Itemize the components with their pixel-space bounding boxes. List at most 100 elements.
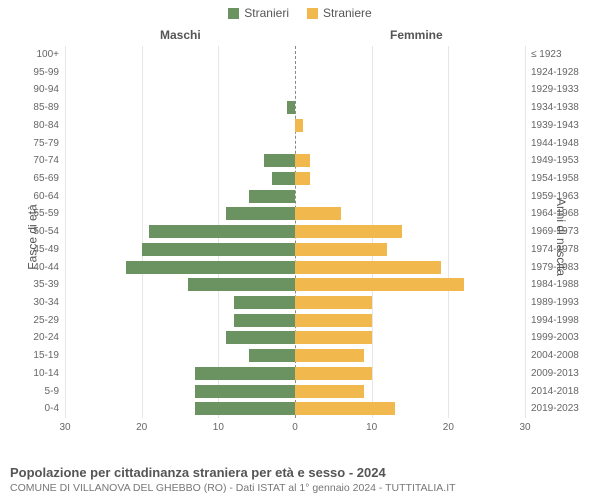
age-label: 20-24: [33, 329, 59, 347]
x-tick: 10: [213, 422, 224, 433]
birth-year-label: 1984-1988: [531, 276, 579, 294]
legend-item-female: Straniere: [307, 6, 372, 20]
birth-year-label: 1964-1968: [531, 205, 579, 223]
bar-female: [295, 172, 310, 185]
bar-female: [295, 331, 372, 344]
age-label: 10-14: [33, 365, 59, 383]
x-tick: 30: [59, 422, 70, 433]
bar-male: [195, 367, 295, 380]
birth-year-label: 1999-2003: [531, 329, 579, 347]
pyramid-row: 50-541969-1973: [65, 223, 525, 241]
pyramid-row: 30-341989-1993: [65, 294, 525, 312]
bar-male: [287, 101, 295, 114]
age-label: 45-49: [33, 241, 59, 259]
swatch-male: [228, 8, 239, 19]
age-label: 30-34: [33, 294, 59, 312]
bar-male: [272, 172, 295, 185]
bar-female: [295, 367, 372, 380]
age-label: 80-84: [33, 117, 59, 135]
age-label: 25-29: [33, 312, 59, 330]
pyramid-row: 20-241999-2003: [65, 329, 525, 347]
grid-line: [525, 46, 526, 418]
pyramid-row: 100+≤ 1923: [65, 46, 525, 64]
birth-year-label: 1929-1933: [531, 81, 579, 99]
pyramid-row: 80-841939-1943: [65, 117, 525, 135]
bar-female: [295, 385, 364, 398]
bar-male: [149, 225, 295, 238]
birth-year-label: ≤ 1923: [531, 46, 562, 64]
bar-male: [126, 261, 295, 274]
column-title-male: Maschi: [160, 28, 201, 42]
bar-female: [295, 154, 310, 167]
birth-year-label: 1949-1953: [531, 152, 579, 170]
birth-year-label: 1944-1948: [531, 135, 579, 153]
birth-year-label: 2019-2023: [531, 400, 579, 418]
age-label: 40-44: [33, 259, 59, 277]
bar-male: [195, 385, 295, 398]
age-label: 55-59: [33, 205, 59, 223]
pyramid-row: 45-491974-1978: [65, 241, 525, 259]
pyramid-row: 5-92014-2018: [65, 383, 525, 401]
x-tick: 0: [292, 422, 298, 433]
pyramid-row: 15-192004-2008: [65, 347, 525, 365]
bar-female: [295, 225, 402, 238]
bar-female: [295, 349, 364, 362]
age-label: 85-89: [33, 99, 59, 117]
bar-male: [188, 278, 295, 291]
age-label: 90-94: [33, 81, 59, 99]
pyramid-row: 60-641959-1963: [65, 188, 525, 206]
legend: Stranieri Straniere: [0, 0, 600, 20]
bar-male: [226, 207, 295, 220]
age-label: 65-69: [33, 170, 59, 188]
pyramid-row: 55-591964-1968: [65, 205, 525, 223]
bar-male: [142, 243, 295, 256]
bar-male: [234, 296, 295, 309]
birth-year-label: 1979-1983: [531, 259, 579, 277]
age-label: 60-64: [33, 188, 59, 206]
bar-female: [295, 243, 387, 256]
birth-year-label: 1934-1938: [531, 99, 579, 117]
pyramid-row: 10-142009-2013: [65, 365, 525, 383]
age-label: 70-74: [33, 152, 59, 170]
bar-male: [234, 314, 295, 327]
chart-area: Maschi Femmine Fasce di età Anni di nasc…: [0, 20, 600, 440]
pyramid-row: 25-291994-1998: [65, 312, 525, 330]
x-tick: 20: [443, 422, 454, 433]
pyramid-row: 85-891934-1938: [65, 99, 525, 117]
birth-year-label: 1954-1958: [531, 170, 579, 188]
age-label: 50-54: [33, 223, 59, 241]
pyramid-row: 65-691954-1958: [65, 170, 525, 188]
age-label: 15-19: [33, 347, 59, 365]
pyramid-row: 90-941929-1933: [65, 81, 525, 99]
bar-male: [249, 349, 295, 362]
birth-year-label: 1994-1998: [531, 312, 579, 330]
birth-year-label: 1969-1973: [531, 223, 579, 241]
bar-female: [295, 119, 303, 132]
x-tick: 20: [136, 422, 147, 433]
age-label: 100+: [36, 46, 59, 64]
pyramid-row: 35-391984-1988: [65, 276, 525, 294]
birth-year-label: 2009-2013: [531, 365, 579, 383]
age-label: 5-9: [45, 383, 59, 401]
swatch-female: [307, 8, 318, 19]
birth-year-label: 2004-2008: [531, 347, 579, 365]
bar-male: [249, 190, 295, 203]
chart-subtitle: COMUNE DI VILLANOVA DEL GHEBBO (RO) - Da…: [10, 482, 590, 494]
x-tick: 30: [519, 422, 530, 433]
bar-female: [295, 261, 441, 274]
birth-year-label: 1924-1928: [531, 64, 579, 82]
birth-year-label: 1959-1963: [531, 188, 579, 206]
birth-year-label: 1974-1978: [531, 241, 579, 259]
age-label: 75-79: [33, 135, 59, 153]
birth-year-label: 1989-1993: [531, 294, 579, 312]
pyramid-row: 95-991924-1928: [65, 64, 525, 82]
bar-male: [226, 331, 295, 344]
chart-title: Popolazione per cittadinanza straniera p…: [10, 465, 590, 480]
column-title-female: Femmine: [390, 28, 443, 42]
legend-label-female: Straniere: [323, 6, 372, 20]
birth-year-label: 1939-1943: [531, 117, 579, 135]
birth-year-label: 2014-2018: [531, 383, 579, 401]
bar-female: [295, 314, 372, 327]
bar-female: [295, 278, 464, 291]
pyramid-row: 40-441979-1983: [65, 259, 525, 277]
